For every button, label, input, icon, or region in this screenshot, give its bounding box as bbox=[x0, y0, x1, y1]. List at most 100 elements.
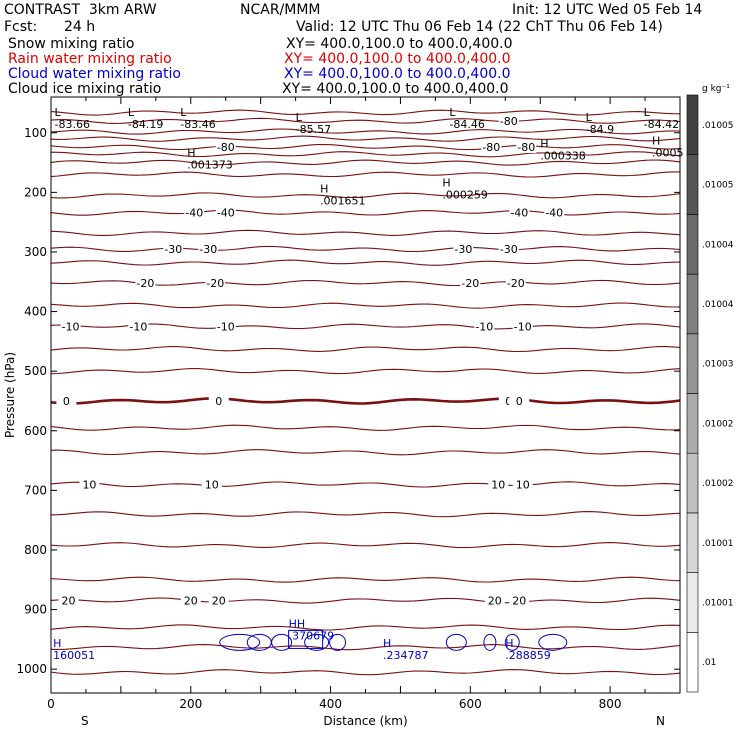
cloud-water-contour bbox=[271, 633, 293, 651]
isotherm-line bbox=[50, 143, 681, 151]
isotherm-label-bg bbox=[215, 141, 236, 154]
isotherm-line bbox=[50, 449, 681, 456]
field-name-snow: Snow mixing ratio bbox=[8, 36, 135, 52]
isotherm-line bbox=[50, 397, 681, 405]
isotherm-label-bg bbox=[498, 242, 519, 255]
isotherm-label: -10 bbox=[475, 320, 493, 333]
isotherm-line bbox=[50, 368, 681, 375]
extremum-value: .001651 bbox=[320, 194, 366, 207]
isotherm-label: -80 bbox=[482, 141, 500, 154]
cloud-water-contour bbox=[445, 633, 467, 651]
colorbar-label: .01001 bbox=[702, 598, 734, 608]
colorbar-label: .01004 bbox=[702, 300, 734, 310]
isotherm-line bbox=[50, 209, 681, 216]
isotherm-label: 0 bbox=[505, 395, 512, 408]
isotherm-label-bg bbox=[215, 206, 236, 219]
extremum-value: -84.42 bbox=[644, 118, 679, 131]
extremum-mark: H bbox=[540, 138, 548, 151]
isotherm-label-bg bbox=[180, 594, 201, 607]
isotherm-label-bg bbox=[505, 276, 526, 289]
cloud-water-contour bbox=[219, 633, 261, 651]
colorbar-label: .01002 bbox=[702, 479, 734, 489]
isotherm-line bbox=[50, 624, 681, 631]
cloud-water-contour bbox=[288, 629, 324, 649]
south-label: S bbox=[81, 714, 89, 728]
field-name-cloud-water: Cloud water mixing ratio bbox=[8, 66, 181, 82]
field-name-cloud-ice: Cloud ice mixing ratio bbox=[8, 81, 162, 97]
colorbar-swatch bbox=[686, 393, 699, 454]
extremum-mark: H bbox=[442, 176, 450, 189]
cloud-water-mark: H bbox=[505, 637, 513, 650]
extremum-mark: L bbox=[54, 106, 61, 119]
valid-time: Valid: 12 UTC Thu 06 Feb 14 (22 ChT Thu … bbox=[296, 19, 663, 35]
y-axis-label: Pressure (hPa) bbox=[3, 352, 17, 438]
isotherm-label-bg bbox=[512, 320, 533, 333]
isotherm-label-bg bbox=[208, 394, 229, 407]
isotherm-line bbox=[50, 159, 681, 166]
isotherm-label: -20 bbox=[507, 277, 525, 290]
isotherm-label: -40 bbox=[510, 207, 528, 220]
cloud-water-contour bbox=[504, 633, 520, 651]
isotherm-label-bg bbox=[208, 594, 229, 607]
extremum-mark: L bbox=[128, 106, 135, 119]
isotherm-label-bg bbox=[484, 594, 505, 607]
isotherm-line bbox=[50, 323, 681, 330]
isotherm-line bbox=[50, 644, 681, 651]
isotherm-label-bg bbox=[163, 242, 184, 255]
x-tick-label: 400 bbox=[319, 697, 342, 711]
model-title: CONTRAST 3km ARW bbox=[4, 2, 157, 18]
isotherm-label: 20 bbox=[184, 595, 198, 608]
isotherm-label: 0 bbox=[63, 395, 70, 408]
isotherm-label: 10 bbox=[491, 478, 505, 491]
isotherm-label-bg bbox=[56, 394, 77, 407]
isotherm-contours bbox=[50, 109, 681, 676]
isotherm-line bbox=[50, 128, 681, 135]
isotherm-label-bg bbox=[544, 206, 565, 219]
isotherm-line bbox=[50, 279, 681, 287]
isotherm-label-bg bbox=[509, 594, 530, 607]
isotherm-label: -20 bbox=[206, 277, 224, 290]
extremum-value: -84.46 bbox=[449, 118, 484, 131]
isotherm-line bbox=[50, 259, 681, 266]
y-tick-label: 200 bbox=[24, 185, 47, 199]
isotherm-line bbox=[50, 511, 681, 518]
extremum-value: .0005 bbox=[652, 147, 684, 160]
cloud-water-value: .370679 bbox=[289, 629, 335, 642]
isotherm-label-bg bbox=[184, 206, 205, 219]
cloud-water-contour bbox=[483, 633, 497, 651]
isotherm-label-bg bbox=[128, 320, 149, 333]
isotherm-label: -80 bbox=[217, 141, 235, 154]
isotherm-label: 20 bbox=[488, 595, 502, 608]
isotherm-label-bg bbox=[215, 320, 236, 333]
y-tick-label: 900 bbox=[24, 603, 47, 617]
extremum-mark: L bbox=[296, 111, 303, 124]
isotherm-line bbox=[50, 171, 680, 178]
extremum-value: -83.66 bbox=[54, 118, 89, 131]
isotherm-label-bg bbox=[488, 478, 509, 491]
isotherm-label-bg bbox=[198, 242, 219, 255]
extremum-value: .001373 bbox=[187, 159, 233, 172]
isotherm-label: -10 bbox=[514, 320, 532, 333]
isotherm-line bbox=[50, 245, 681, 253]
isotherm-label-bg bbox=[135, 276, 156, 289]
isotherm-label: 0 bbox=[215, 395, 222, 408]
extremum-mark: H bbox=[320, 182, 328, 195]
isotherm-label: -30 bbox=[500, 243, 518, 256]
isotherm-label-bg bbox=[205, 276, 226, 289]
isotherm-label: -80 bbox=[517, 141, 535, 154]
extremum-value: .000338 bbox=[540, 150, 586, 163]
extremum-value: -84.19 bbox=[128, 118, 163, 131]
cloud-water-mark: H bbox=[53, 637, 61, 650]
extremum-mark: H bbox=[187, 147, 195, 160]
colorbar: .01 .01001 .01001 .01002 .01002 .01003 .01004.… bbox=[686, 84, 734, 693]
isotherm-line bbox=[50, 229, 681, 236]
north-label: N bbox=[656, 714, 665, 728]
isotherm-label-bg bbox=[201, 478, 222, 491]
fcst-label: Fcst: bbox=[4, 19, 38, 35]
isotherm-label: -20 bbox=[136, 277, 154, 290]
isotherm-label-bg bbox=[516, 141, 537, 154]
isotherm-line bbox=[50, 597, 681, 604]
isotherm-label-bg bbox=[460, 276, 481, 289]
